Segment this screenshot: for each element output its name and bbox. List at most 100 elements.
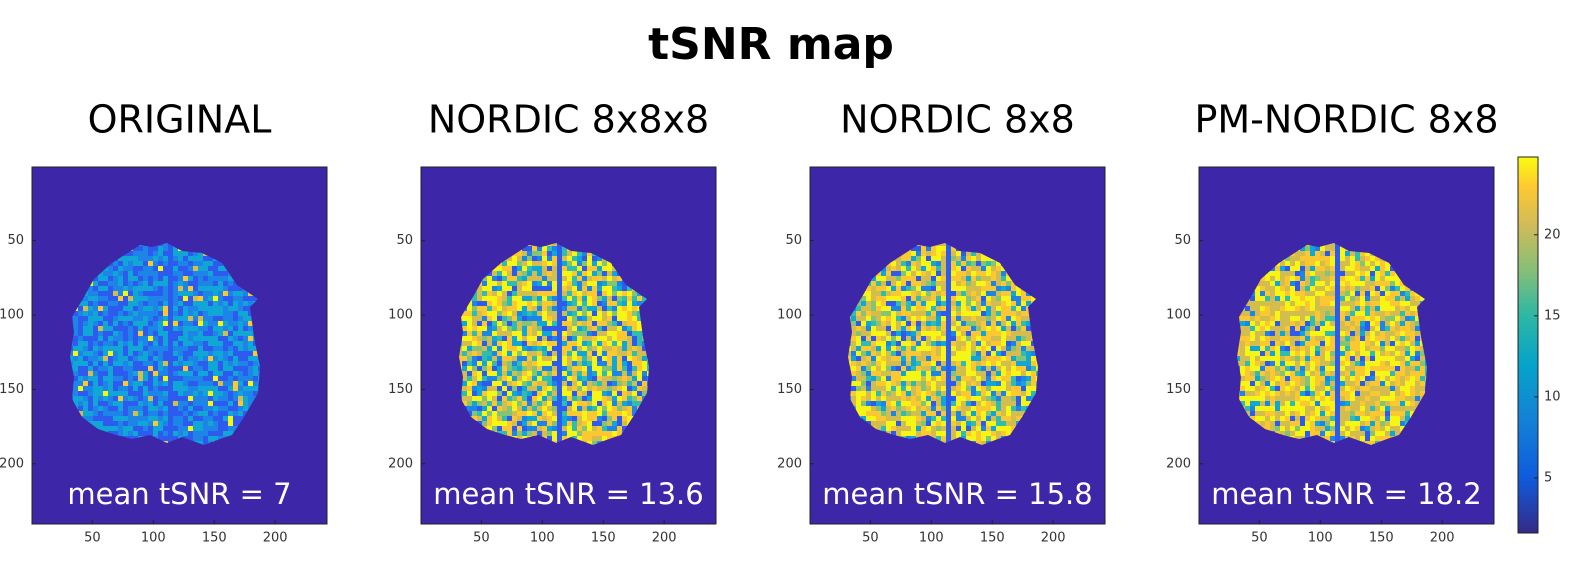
pixel bbox=[637, 366, 642, 371]
pixel bbox=[906, 311, 911, 316]
pixel bbox=[487, 336, 492, 341]
pixel bbox=[173, 341, 178, 346]
pixel bbox=[1021, 411, 1026, 416]
pixel bbox=[1031, 391, 1036, 396]
pixel bbox=[582, 381, 587, 386]
pixel bbox=[537, 421, 542, 426]
pixel bbox=[522, 331, 527, 336]
pixel bbox=[467, 306, 472, 311]
pixel bbox=[597, 286, 602, 291]
pixel bbox=[522, 406, 527, 411]
pixel bbox=[98, 411, 103, 416]
pixel bbox=[931, 291, 936, 296]
pixel bbox=[153, 306, 158, 311]
pixel bbox=[976, 386, 981, 391]
pixel bbox=[158, 381, 163, 386]
pixel bbox=[522, 311, 527, 316]
pixel bbox=[118, 316, 123, 321]
pixel bbox=[1011, 411, 1016, 416]
pixel bbox=[168, 416, 173, 421]
pixel bbox=[871, 406, 876, 411]
pixel bbox=[622, 296, 627, 301]
pixel bbox=[78, 326, 83, 331]
pixel bbox=[188, 261, 193, 266]
pixel bbox=[946, 286, 951, 291]
pixel bbox=[607, 276, 612, 281]
pixel bbox=[517, 376, 522, 381]
pixel bbox=[602, 261, 607, 266]
pixel bbox=[93, 286, 98, 291]
pixel bbox=[971, 361, 976, 366]
pixel bbox=[572, 316, 577, 321]
pixel bbox=[931, 386, 936, 391]
pixel bbox=[93, 381, 98, 386]
pixel bbox=[622, 286, 627, 291]
pixel bbox=[163, 381, 168, 386]
pixel bbox=[512, 421, 517, 426]
pixel bbox=[228, 396, 233, 401]
pixel bbox=[98, 376, 103, 381]
pixel bbox=[118, 291, 123, 296]
pixel bbox=[577, 346, 582, 351]
pixel bbox=[542, 426, 547, 431]
pixel bbox=[507, 371, 512, 376]
pixel bbox=[602, 311, 607, 316]
pixel bbox=[921, 411, 926, 416]
pixel bbox=[956, 366, 961, 371]
pixel bbox=[901, 401, 906, 406]
pixel bbox=[542, 306, 547, 311]
pixel bbox=[901, 286, 906, 291]
pixel bbox=[891, 266, 896, 271]
pixel bbox=[163, 366, 168, 371]
pixel bbox=[198, 411, 203, 416]
axes-box bbox=[31, 166, 328, 525]
pixel bbox=[198, 291, 203, 296]
pixel bbox=[208, 396, 213, 401]
pixel bbox=[168, 281, 173, 286]
pixel bbox=[243, 361, 248, 366]
pixel bbox=[891, 331, 896, 336]
pixel bbox=[866, 381, 871, 386]
pixel bbox=[881, 366, 886, 371]
pixel bbox=[981, 281, 986, 286]
pixel bbox=[567, 271, 572, 276]
pixel bbox=[248, 401, 253, 406]
pixel bbox=[1011, 281, 1016, 286]
pixel bbox=[133, 401, 138, 406]
pixel bbox=[168, 386, 173, 391]
pixel bbox=[572, 366, 577, 371]
pixel bbox=[108, 286, 113, 291]
pixel bbox=[557, 346, 562, 351]
pixel bbox=[577, 421, 582, 426]
pixel bbox=[542, 406, 547, 411]
pixel bbox=[936, 426, 941, 431]
pixel bbox=[607, 401, 612, 406]
pixel bbox=[138, 326, 143, 331]
pixel bbox=[497, 351, 502, 356]
pixel bbox=[991, 416, 996, 421]
pixel bbox=[183, 421, 188, 426]
pixel bbox=[233, 376, 238, 381]
pixel bbox=[567, 411, 572, 416]
pixel bbox=[173, 266, 178, 271]
pixel bbox=[557, 431, 562, 436]
pixel bbox=[532, 251, 537, 256]
pixel bbox=[253, 371, 258, 376]
pixel bbox=[83, 356, 88, 361]
pixel bbox=[921, 396, 926, 401]
pixel bbox=[138, 386, 143, 391]
pixel bbox=[173, 286, 178, 291]
pixel bbox=[163, 346, 168, 351]
pixel bbox=[1021, 391, 1026, 396]
pixel bbox=[158, 331, 163, 336]
pixel bbox=[622, 391, 627, 396]
pixel bbox=[522, 421, 527, 426]
pixel bbox=[108, 271, 113, 276]
pixel bbox=[976, 356, 981, 361]
pixel bbox=[577, 256, 582, 261]
pixel bbox=[572, 331, 577, 336]
pixel bbox=[93, 376, 98, 381]
pixel bbox=[1001, 416, 1006, 421]
pixel bbox=[223, 271, 228, 276]
pixel bbox=[118, 256, 123, 261]
